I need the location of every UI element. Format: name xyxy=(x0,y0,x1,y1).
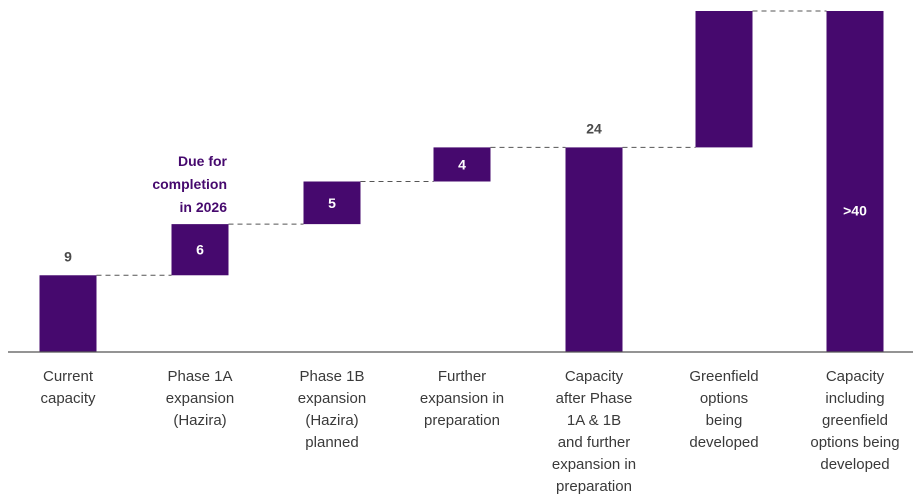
category-label-3: Phase 1B expansion (Hazira) planned xyxy=(298,368,366,451)
category-label-1: Current capacity xyxy=(40,368,96,407)
value-label-7: >40 xyxy=(843,203,867,219)
category-labels: Current capacity Phase 1A expansion (Hazira)… xyxy=(40,368,899,495)
bars xyxy=(39,11,884,352)
completion-annotation: Due for completion in 2026 xyxy=(152,153,227,215)
value-label-1: 9 xyxy=(64,248,72,264)
value-label-5: 24 xyxy=(586,120,602,136)
value-labels: 9 6 5 4 24 >40 xyxy=(64,120,867,264)
bar-6 xyxy=(695,11,753,148)
bar-2 xyxy=(171,224,229,276)
bar-3 xyxy=(303,181,361,225)
category-label-4: Further expansion in preparation xyxy=(420,368,504,429)
category-label-5: Capacity after Phase 1A & 1B and further exp… xyxy=(552,368,636,495)
bar-1 xyxy=(39,275,97,352)
connector-lines xyxy=(96,10,827,276)
bar-7 xyxy=(826,11,884,352)
value-label-3: 5 xyxy=(328,195,336,211)
value-label-4: 4 xyxy=(458,156,466,172)
value-label-2: 6 xyxy=(196,242,204,258)
bar-4 xyxy=(433,147,491,182)
category-label-6: Greenfield options being developed xyxy=(689,368,758,451)
bar-5 xyxy=(565,147,623,352)
category-label-7: Capacity including greenfield options being… xyxy=(810,368,899,473)
category-label-2: Phase 1A expansion (Hazira) xyxy=(166,368,234,429)
